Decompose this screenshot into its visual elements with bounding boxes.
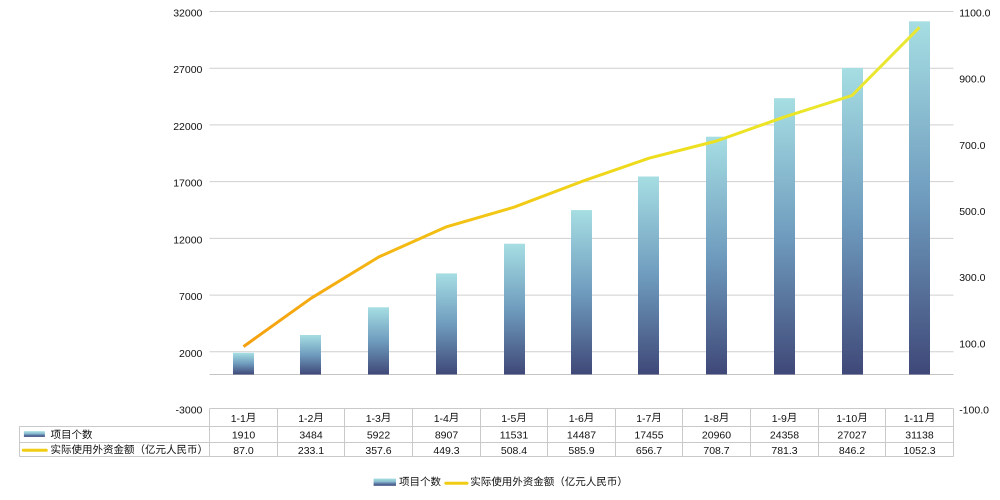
svg-text:449.3: 449.3 bbox=[433, 445, 459, 457]
svg-text:1-10: 1-10 bbox=[836, 413, 857, 425]
svg-text:1-11: 1-11 bbox=[904, 413, 924, 425]
svg-text:1-9: 1-9 bbox=[772, 413, 787, 425]
svg-text:708.7: 708.7 bbox=[703, 445, 729, 457]
svg-text:27000: 27000 bbox=[173, 64, 202, 76]
svg-text:3484: 3484 bbox=[299, 430, 323, 442]
svg-text:14487: 14487 bbox=[567, 430, 596, 442]
svg-text:5922: 5922 bbox=[367, 430, 391, 442]
svg-text:11531: 11531 bbox=[500, 430, 529, 442]
svg-text:1-1: 1-1 bbox=[231, 413, 246, 425]
svg-text:781.3: 781.3 bbox=[771, 445, 797, 457]
svg-text:1-8: 1-8 bbox=[704, 413, 719, 425]
svg-text:656.7: 656.7 bbox=[636, 445, 662, 457]
svg-text:1100.0: 1100.0 bbox=[959, 8, 990, 20]
svg-text:31138: 31138 bbox=[905, 430, 934, 442]
svg-text:24358: 24358 bbox=[770, 430, 799, 442]
svg-text:17455: 17455 bbox=[634, 430, 663, 442]
svg-text:12000: 12000 bbox=[173, 234, 202, 246]
svg-text:1-5: 1-5 bbox=[501, 413, 516, 425]
svg-text:-3000: -3000 bbox=[176, 405, 203, 417]
svg-text:27027: 27027 bbox=[837, 430, 866, 442]
svg-text:1910: 1910 bbox=[232, 430, 256, 442]
svg-text:100.0: 100.0 bbox=[959, 338, 985, 350]
svg-text:500.0: 500.0 bbox=[959, 206, 985, 218]
svg-text:1-6: 1-6 bbox=[569, 413, 584, 425]
svg-text:22000: 22000 bbox=[173, 121, 202, 133]
svg-text:1-7: 1-7 bbox=[636, 413, 651, 425]
svg-text:7000: 7000 bbox=[179, 291, 203, 303]
svg-text:1052.3: 1052.3 bbox=[903, 445, 935, 457]
svg-text:17000: 17000 bbox=[173, 178, 202, 190]
svg-text:-100.0: -100.0 bbox=[959, 405, 989, 417]
svg-text:900.0: 900.0 bbox=[959, 74, 985, 86]
svg-text:1-3: 1-3 bbox=[366, 413, 381, 425]
svg-text:32000: 32000 bbox=[173, 8, 202, 20]
svg-text:846.2: 846.2 bbox=[839, 445, 865, 457]
svg-text:300.0: 300.0 bbox=[959, 272, 985, 284]
svg-text:508.4: 508.4 bbox=[501, 445, 527, 457]
svg-text:20960: 20960 bbox=[702, 430, 731, 442]
svg-text:700.0: 700.0 bbox=[959, 140, 985, 152]
svg-text:1-4: 1-4 bbox=[434, 413, 449, 425]
svg-text:585.9: 585.9 bbox=[568, 445, 594, 457]
svg-text:1-2: 1-2 bbox=[298, 413, 313, 425]
svg-text:87.0: 87.0 bbox=[233, 445, 254, 457]
svg-text:2000: 2000 bbox=[179, 348, 203, 360]
svg-text:357.6: 357.6 bbox=[365, 445, 391, 457]
svg-text:233.1: 233.1 bbox=[298, 445, 324, 457]
svg-text:8907: 8907 bbox=[435, 430, 459, 442]
